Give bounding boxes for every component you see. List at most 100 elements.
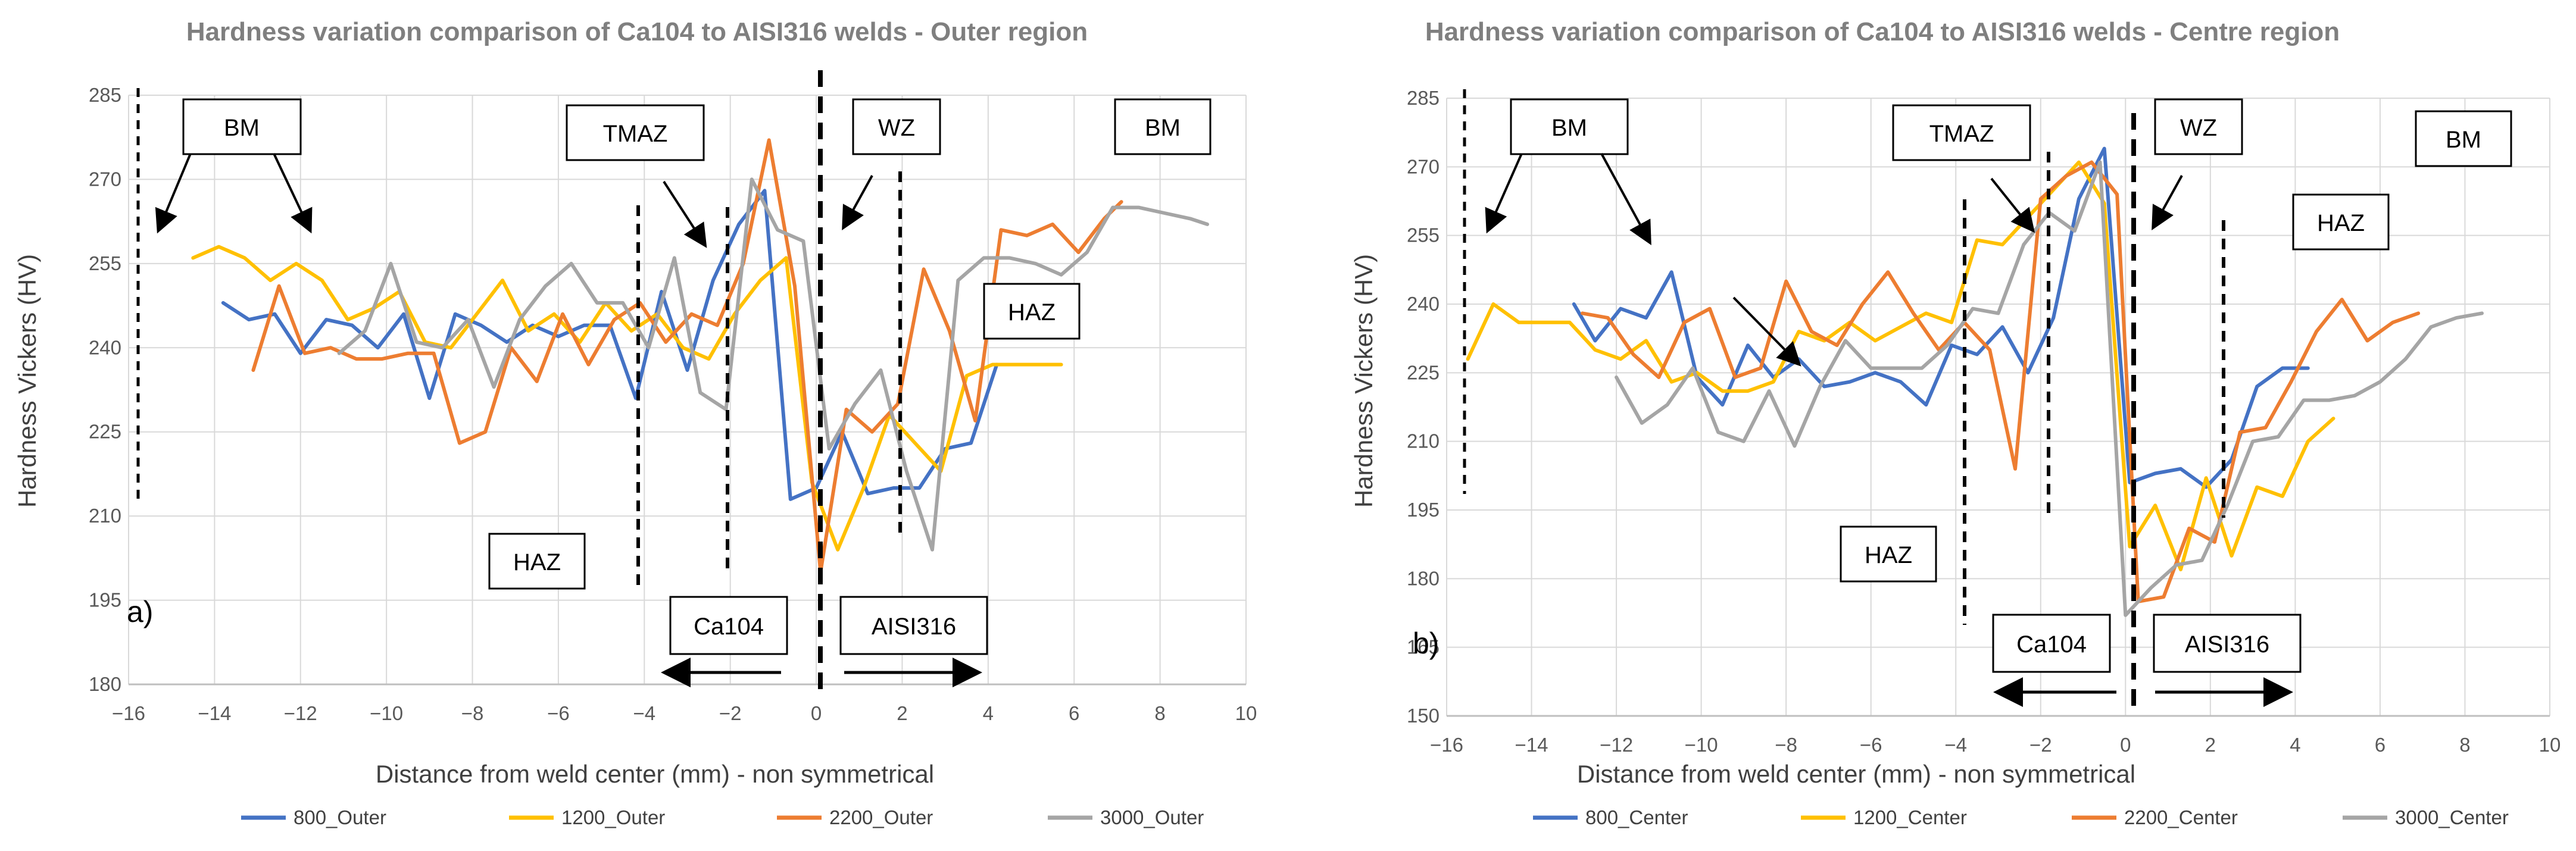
annotation-box: [1840, 525, 1937, 583]
annotation-arrow: [273, 153, 313, 234]
annotation-haz-left: HAZ: [1865, 542, 1912, 568]
x-tick-label: 2: [2205, 734, 2216, 756]
chart-panel-centre: Hardness variation comparison of Ca104 t…: [1350, 17, 2561, 828]
legend: 800_Outer 1200_Outer 2200_Outer 3000_Outer: [241, 806, 1204, 828]
series-group: [191, 138, 1209, 574]
annotation-box: [669, 596, 788, 655]
x-tick-label: 4: [2290, 734, 2300, 756]
annotation-wz: WZ: [878, 115, 915, 141]
annotation-box: [1892, 104, 2031, 161]
legend-entry: 1200_Center: [1853, 806, 1967, 828]
legend-entry: 2200_Outer: [829, 806, 933, 828]
chart-panel-outer: Hardness variation comparison of Ca104 t…: [13, 17, 1257, 828]
legend-entry: 3000_Center: [2395, 806, 2509, 828]
y-tick-label: 285: [1407, 87, 1440, 109]
x-tick-label: −6: [547, 702, 570, 724]
y-tick-labels: 180 195 210 225 240 255 270 285: [89, 84, 121, 695]
series-line-800-center: [1572, 146, 2310, 489]
x-tick-label: 10: [1235, 702, 1257, 724]
annotation-ca104: Ca104: [2016, 631, 2087, 658]
annotation-bm-right: BM: [2446, 127, 2481, 153]
x-tick-label: −10: [1685, 734, 1718, 756]
annotation-arrow: [1485, 153, 1523, 234]
series-line-1200-outer: [191, 245, 1063, 552]
series-line-3000-outer: [337, 177, 1209, 552]
annotation-layer: BM TMAZ WZ BM HAZ HAZ Ca104 AISI316: [136, 70, 1211, 690]
annotation-box: [839, 596, 988, 655]
legend-entry: 800_Center: [1585, 806, 1688, 828]
annotation-arrow: [155, 153, 192, 234]
series-line-2200-outer: [251, 138, 1123, 574]
annotation-wz: WZ: [2180, 115, 2217, 141]
y-tick-label: 240: [1407, 293, 1440, 315]
x-tick-label: 0: [811, 702, 822, 724]
y-tick-label: 270: [1407, 155, 1440, 177]
annotation-haz-left: HAZ: [513, 549, 561, 575]
x-tick-label: −4: [633, 702, 655, 724]
y-tick-label: 255: [1407, 224, 1440, 246]
panel-tag: b): [1413, 627, 1439, 660]
x-tick-label: −6: [1860, 734, 1882, 756]
y-tick-label: 195: [89, 589, 121, 611]
panel-tag: a): [127, 595, 153, 628]
annotation-box: [2153, 614, 2302, 673]
annotation-bm-left: BM: [1551, 115, 1587, 141]
y-tick-label: 180: [1407, 567, 1440, 589]
chart-title: Hardness variation comparison of Ca104 t…: [1425, 17, 2340, 46]
annotation-haz-right: HAZ: [2317, 210, 2365, 236]
x-tick-label: 2: [897, 702, 907, 724]
y-tick-label: 240: [89, 336, 121, 358]
x-axis-label: Distance from weld center (mm) - non sym…: [1577, 760, 2135, 788]
series-line-2200-center: [1581, 160, 2421, 603]
y-tick-label: 225: [1407, 361, 1440, 383]
y-axis-label: Hardness Vickers (HV): [1350, 254, 1378, 508]
annotation-box: [1992, 614, 2111, 673]
y-tick-label: 210: [89, 505, 121, 527]
y-tick-label: 285: [89, 84, 121, 106]
legend: 800_Center 1200_Center 2200_Center 3000_Cen…: [1533, 806, 2509, 828]
y-tick-label: 180: [89, 673, 121, 695]
annotation-box: [1114, 98, 1211, 155]
series-line-800-outer: [221, 189, 999, 501]
annotation-arrow: [842, 175, 873, 231]
annotation-box: [566, 104, 705, 161]
annotation-arrow: [1990, 177, 2035, 233]
x-tick-label: 8: [1154, 702, 1165, 724]
annotation-aisi316: AISI316: [2185, 631, 2269, 658]
annotation-aisi316: AISI316: [872, 614, 956, 640]
x-tick-label: −16: [112, 702, 145, 724]
x-tick-labels: −16 −14 −12 −10 −8 −6 −4 −2 0 2 4 6 8 10: [112, 702, 1257, 724]
y-tick-label: 255: [89, 252, 121, 274]
annotation-box: [983, 283, 1081, 340]
x-tick-label: 6: [1069, 702, 1079, 724]
annotation-ca104: Ca104: [694, 614, 764, 640]
x-tick-label: −12: [284, 702, 317, 724]
annotation-box: [852, 98, 941, 155]
annotation-tmaz: TMAZ: [1929, 121, 1994, 147]
y-tick-label: 165: [1407, 636, 1440, 658]
annotation-box: [1510, 98, 1629, 155]
annotation-arrow: [1732, 296, 1801, 367]
x-tick-label: −8: [1775, 734, 1797, 756]
x-tick-label: −4: [1944, 734, 1967, 756]
x-tick-label: −2: [719, 702, 742, 724]
x-tick-label: −14: [1515, 734, 1548, 756]
x-tick-label: 0: [2120, 734, 2131, 756]
legend-entry: 1200_Outer: [561, 806, 665, 828]
x-tick-label: −14: [198, 702, 231, 724]
series-line-1200-center: [1466, 160, 2335, 571]
x-tick-label: 8: [2459, 734, 2470, 756]
annotation-arrow: [1600, 153, 1651, 246]
annotation-box: [182, 98, 302, 155]
legend-entry: 3000_Outer: [1100, 806, 1204, 828]
annotation-bm-right: BM: [1145, 115, 1181, 141]
annotation-tmaz: TMAZ: [603, 121, 668, 147]
x-axis-label: Distance from weld center (mm) - non sym…: [376, 760, 934, 788]
x-tick-label: −8: [461, 702, 484, 724]
y-tick-label: 225: [89, 421, 121, 443]
annotation-layer: BM TMAZ WZ BM HAZ HAZ Ca104 AISI316: [1463, 89, 2512, 711]
annotation-arrow: [2152, 175, 2183, 231]
x-tick-label: −16: [1430, 734, 1463, 756]
annotation-box: [2415, 110, 2512, 167]
